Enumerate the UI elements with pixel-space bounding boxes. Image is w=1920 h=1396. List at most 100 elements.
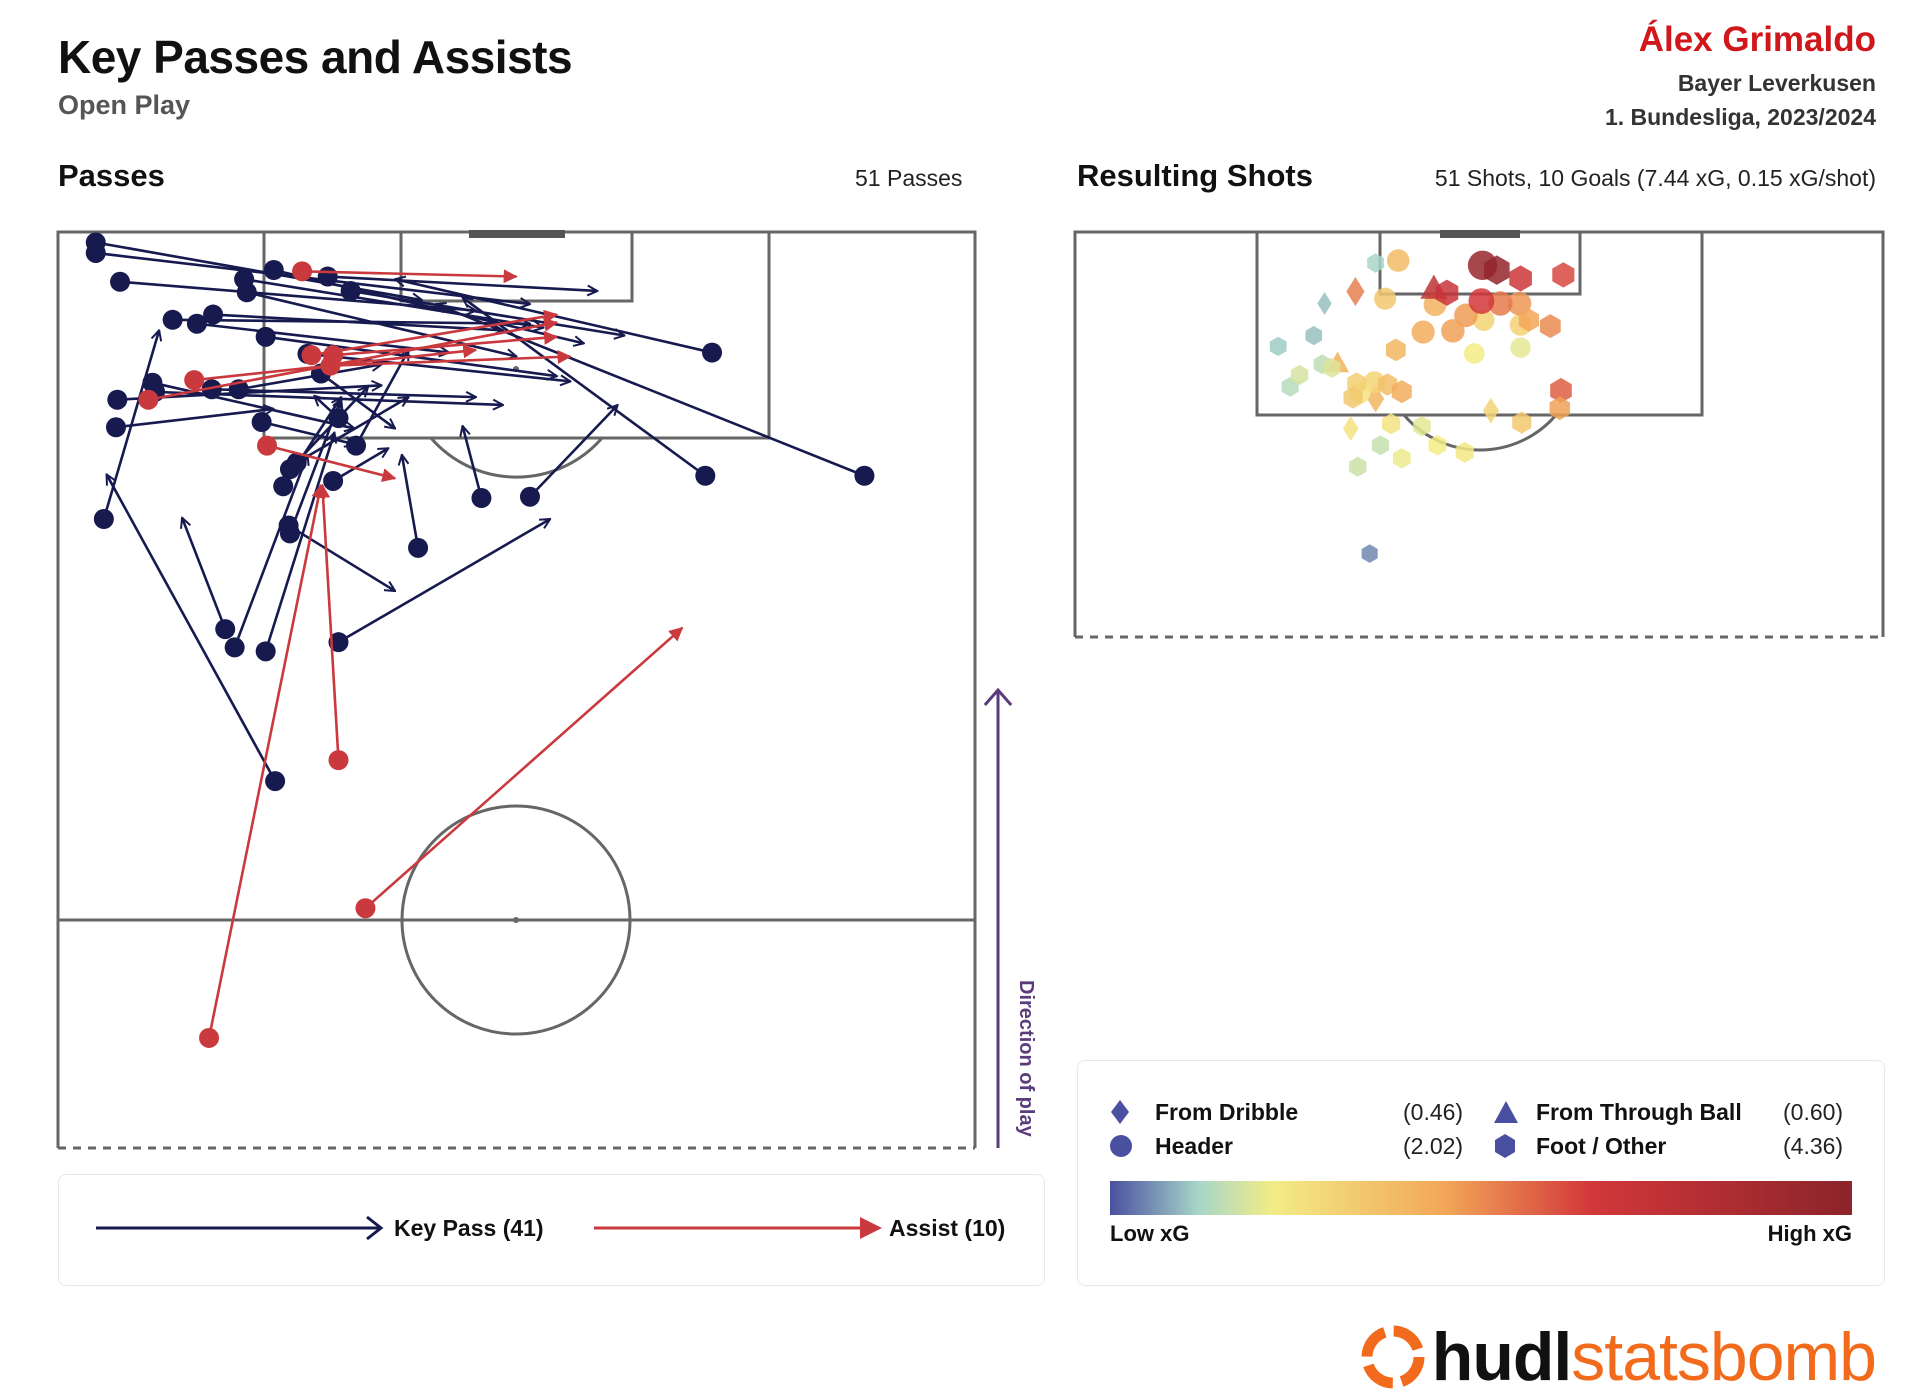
key-pass-arrow bbox=[288, 398, 341, 534]
key-pass-arrow bbox=[233, 455, 308, 648]
key-pass-arrow bbox=[307, 352, 570, 382]
key-pass-origin-dot bbox=[340, 280, 361, 301]
assist-origin-dot bbox=[138, 389, 159, 410]
from-dribble-value: (0.46) bbox=[1403, 1099, 1464, 1125]
key-pass-arrow bbox=[105, 474, 277, 782]
foot-shot-marker bbox=[1428, 434, 1447, 456]
chart-title: Key Passes and Assists bbox=[58, 31, 573, 83]
assist-arrow bbox=[266, 444, 397, 482]
team-name: Bayer Leverkusen bbox=[1677, 70, 1876, 96]
key-pass-legend-label: Key Pass (41) bbox=[394, 1215, 544, 1241]
assist-origin-dot bbox=[355, 898, 376, 919]
header-shot-marker bbox=[1468, 288, 1495, 314]
chart-subtitle: Open Play bbox=[58, 90, 191, 120]
foot-other-label: Foot / Other bbox=[1536, 1133, 1667, 1159]
dribble-shot-series bbox=[1317, 277, 1499, 442]
foot-shot-marker bbox=[1361, 544, 1378, 563]
key-pass-origin-dot bbox=[105, 417, 126, 438]
foot-shot-marker bbox=[1509, 265, 1532, 292]
foot-shot-marker bbox=[1391, 380, 1412, 404]
foot-shot-marker bbox=[1349, 456, 1367, 477]
foot-shot-marker bbox=[1552, 262, 1575, 288]
key-pass-origin-dot bbox=[110, 271, 131, 292]
key-pass-arrow bbox=[238, 364, 382, 391]
key-pass-origin-dot bbox=[201, 379, 222, 400]
key-pass-origin-dot bbox=[317, 266, 338, 287]
key-pass-arrow bbox=[327, 275, 598, 291]
key-pass-origin-dot bbox=[236, 282, 257, 303]
dribble-shot-marker bbox=[1342, 415, 1359, 442]
key-pass-origin-dot bbox=[142, 372, 163, 393]
foot-shot-marker bbox=[1550, 377, 1572, 403]
key-pass-arrow bbox=[337, 519, 550, 644]
key-pass-origin-dot bbox=[255, 641, 276, 662]
high-xg-label: High xG bbox=[1767, 1221, 1852, 1246]
assist-arrow bbox=[364, 626, 684, 910]
header-value: (2.02) bbox=[1403, 1133, 1464, 1159]
foot-shot-marker bbox=[1343, 386, 1363, 409]
header-shot-marker bbox=[1488, 291, 1513, 316]
assist-series bbox=[138, 261, 684, 1048]
foot-shot-marker bbox=[1367, 253, 1384, 273]
assist-arrow bbox=[302, 269, 518, 284]
header-shot-marker bbox=[1411, 320, 1435, 344]
competition-name: 1. Bundesliga, 2023/2024 bbox=[1604, 104, 1876, 130]
key-pass-origin-dot bbox=[251, 412, 272, 433]
foot-shot-marker bbox=[1392, 448, 1411, 469]
key-pass-origin-dot bbox=[323, 470, 344, 491]
header-shot-marker bbox=[1472, 309, 1495, 331]
key-pass-origin-dot bbox=[695, 465, 716, 486]
foot-shot-marker bbox=[1435, 279, 1459, 306]
header-shot-marker bbox=[1510, 337, 1531, 358]
dribble-shot-marker bbox=[1346, 277, 1365, 307]
diamond-icon bbox=[1111, 1100, 1129, 1124]
header-shot-marker bbox=[1507, 291, 1532, 316]
low-xg-label: Low xG bbox=[1110, 1221, 1190, 1246]
key-pass-arrow bbox=[332, 448, 388, 483]
penalty-arc bbox=[429, 437, 604, 479]
direction-label: Direction of play bbox=[1015, 980, 1037, 1138]
xg-color-scale bbox=[1110, 1181, 1852, 1215]
header-shot-marker bbox=[1441, 319, 1465, 343]
assist-arrow bbox=[207, 483, 326, 1039]
foot-other-value: (4.36) bbox=[1783, 1133, 1844, 1159]
key-pass-arrow bbox=[182, 518, 227, 630]
key-pass-arrow bbox=[529, 405, 618, 498]
key-pass-arrow bbox=[115, 409, 274, 429]
center-circle bbox=[400, 804, 632, 1036]
foot-shot-marker bbox=[1413, 416, 1431, 437]
assist-origin-dot bbox=[292, 261, 313, 282]
key-pass-arrow bbox=[402, 455, 420, 549]
key-pass-arrow bbox=[264, 433, 335, 652]
logo-statsbomb-text: statsbomb bbox=[1571, 1319, 1877, 1395]
key-pass-origin-dot bbox=[215, 619, 236, 640]
key-pass-origin-dot bbox=[162, 309, 183, 330]
pass-layer bbox=[85, 232, 875, 1048]
assist-arrow bbox=[316, 483, 340, 761]
key-pass-origin-dot bbox=[85, 242, 106, 263]
through-ball-label: From Through Ball bbox=[1536, 1099, 1742, 1125]
header-shot-marker bbox=[1463, 343, 1485, 364]
key-pass-arrow bbox=[354, 350, 410, 447]
circle-icon bbox=[1110, 1135, 1132, 1157]
key-pass-arrow bbox=[172, 320, 530, 324]
key-pass-arrow bbox=[196, 322, 449, 353]
assist-origin-dot bbox=[184, 370, 205, 391]
key-pass-arrow bbox=[320, 372, 395, 429]
assist-origin-dot bbox=[257, 435, 278, 456]
key-pass-origin-dot bbox=[328, 632, 349, 653]
key-pass-origin-dot bbox=[346, 435, 367, 456]
foot-shot-marker bbox=[1269, 336, 1287, 356]
statsbomb-logo-icon bbox=[1361, 1325, 1425, 1389]
shot-layer bbox=[1269, 249, 1575, 563]
from-dribble-label: From Dribble bbox=[1155, 1099, 1299, 1125]
passes-panel-title: Passes bbox=[58, 158, 165, 193]
header-shot-marker bbox=[1374, 287, 1397, 310]
foot-shot-marker bbox=[1539, 314, 1561, 339]
foot-shot-marker bbox=[1549, 396, 1570, 421]
foot-shot-marker bbox=[1382, 413, 1401, 435]
key-pass-legend-arrow bbox=[96, 1215, 384, 1241]
assist-arrow bbox=[148, 317, 559, 402]
through-ball-value: (0.60) bbox=[1783, 1099, 1844, 1125]
key-pass-origin-dot bbox=[471, 488, 492, 509]
